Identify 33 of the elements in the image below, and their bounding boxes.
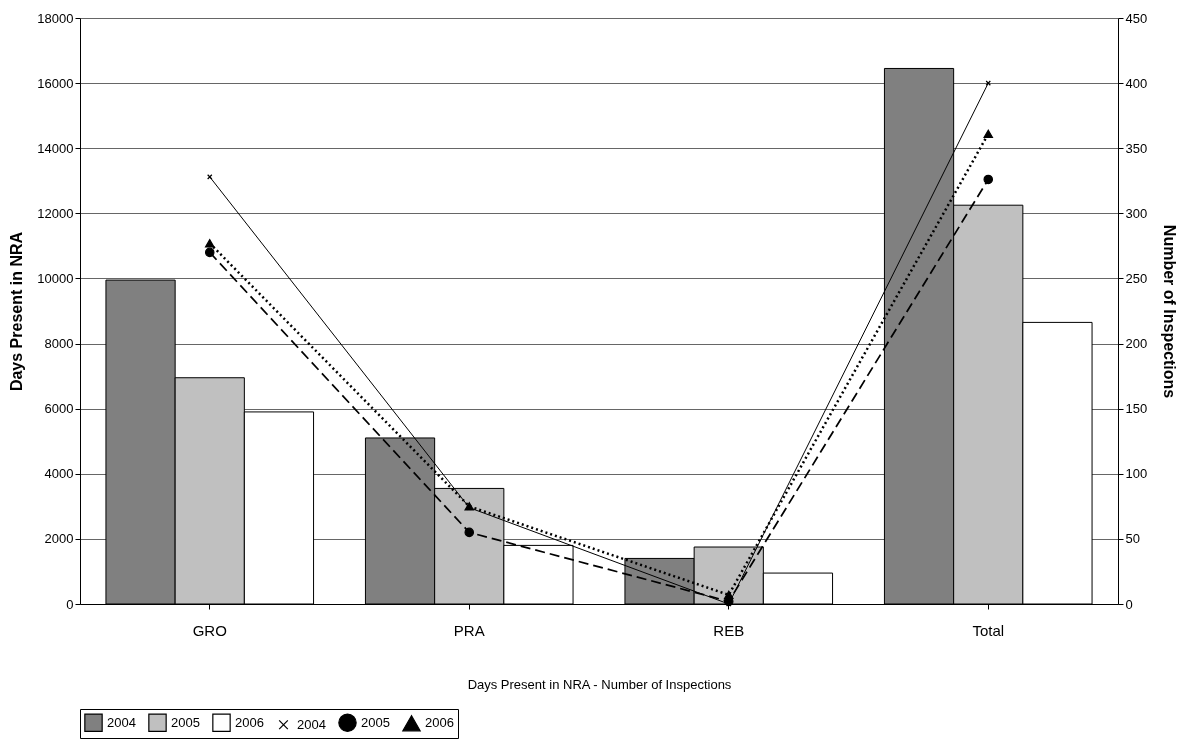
y2-tick-label: 300 — [1125, 205, 1148, 221]
y2-tick-label: 50 — [1125, 531, 1140, 547]
y2-tick-label: 0 — [1125, 596, 1133, 612]
y-tick-label: 18000 — [37, 10, 74, 26]
x-tick-label: PRA — [453, 621, 485, 639]
y-axis-title: Days Present in NRA — [8, 231, 26, 392]
y-tick-label: 10000 — [37, 270, 74, 286]
y2-axis-title: Number of Inspections — [1161, 224, 1179, 399]
y-tick-label: 6000 — [44, 401, 74, 417]
legend-label: 2005 — [171, 714, 200, 730]
legend-label: 2004 — [297, 716, 326, 732]
y2-tick-label: 150 — [1125, 401, 1148, 417]
x-tick-label: GRO — [192, 621, 227, 639]
y-tick-label: 12000 — [37, 205, 74, 221]
y-tick-label: 0 — [66, 596, 74, 612]
x-axis-title: Days Present in NRA - Number of Inspections — [467, 676, 732, 692]
legend-label: 2006 — [425, 715, 454, 731]
legend-label: 2005 — [361, 714, 390, 730]
legend-label: 2004 — [107, 714, 136, 730]
y2-tick-label: 400 — [1125, 75, 1148, 91]
y-tick-label: 14000 — [37, 140, 74, 156]
x-tick-label: Total — [972, 621, 1005, 639]
y-tick-label: 2000 — [44, 531, 74, 547]
y-tick-label: 16000 — [37, 75, 74, 91]
y2-tick-label: 250 — [1125, 270, 1148, 286]
x-tick-label: REB — [713, 621, 745, 639]
y-tick-label: 8000 — [44, 336, 74, 352]
y2-tick-label: 350 — [1125, 140, 1148, 156]
y2-tick-label: 100 — [1125, 466, 1148, 482]
legend-label: 2006 — [235, 714, 264, 730]
y2-tick-label: 200 — [1125, 336, 1148, 352]
y-tick-label: 4000 — [44, 466, 74, 482]
y2-tick-label: 450 — [1125, 10, 1148, 26]
